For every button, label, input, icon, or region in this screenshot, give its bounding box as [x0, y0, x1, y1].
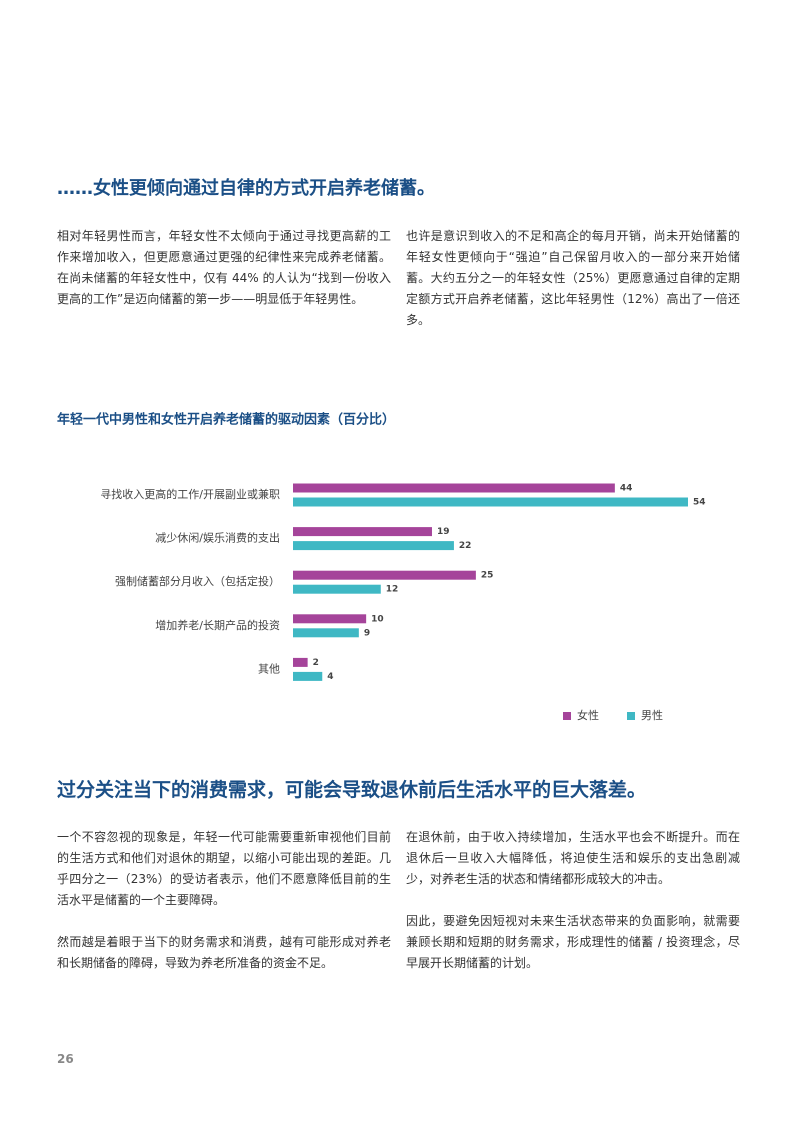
bar [293, 657, 308, 667]
bar [293, 614, 367, 624]
column: 也许是意识到收入的不足和高企的每月开销，尚未开始储蓄的年轻女性更倾向于“强迫”自… [406, 226, 740, 352]
page-number: 26 [57, 1052, 74, 1066]
value-label: 54 [693, 498, 706, 508]
value-label: 9 [364, 628, 370, 638]
category-label: 其他 [258, 662, 280, 675]
paragraph: 也许是意识到收入的不足和高企的每月开销，尚未开始储蓄的年轻女性更倾向于“强迫”自… [406, 229, 740, 327]
value-label: 12 [386, 585, 399, 595]
column: 相对年轻男性而言，年轻女性不太倾向于通过寻找更高薪的工作来增加收入，但更愿意通过… [57, 226, 391, 331]
value-label: 22 [459, 541, 472, 551]
column: 在退休前，由于收入持续增加，生活水平也会不断提升。而在退休后一旦收入大幅降低，将… [406, 827, 740, 995]
legend-swatch [563, 712, 571, 720]
bar [293, 584, 381, 594]
bar [293, 671, 323, 681]
value-label: 44 [620, 484, 633, 494]
paragraph: 然而越是着眼于当下的财务需求和消费，越有可能形成对养老和长期储备的障碍，导致为养… [57, 935, 391, 970]
bar [293, 628, 359, 638]
paragraph: 因此，要避免因短视对未来生活状态带来的负面影响，就需要兼顾长期和短期的财务需求，… [406, 914, 740, 970]
legend-swatch [627, 712, 635, 720]
value-label: 10 [371, 614, 384, 624]
paragraph: 在退休前，由于收入持续增加，生活水平也会不断提升。而在退休后一旦收入大幅降低，将… [406, 830, 740, 886]
value-label: 4 [327, 672, 333, 682]
legend-label: 女性 [577, 708, 599, 722]
chart: 年轻一代中男性和女性开启养老储蓄的驱动因素（百分比） 寻找收入更高的工作/开展副… [57, 412, 706, 723]
value-label: 2 [313, 658, 319, 668]
bar [293, 541, 454, 551]
column: 一个不容忽视的现象是，年轻一代可能需要重新审视他们目前的生活方式和他们对退休的期… [57, 827, 391, 995]
paragraph: 一个不容忽视的现象是，年轻一代可能需要重新审视他们目前的生活方式和他们对退休的期… [57, 830, 391, 907]
category-label: 强制储蓄部分月收入（包括定投） [115, 574, 280, 588]
value-label: 25 [481, 571, 494, 581]
category-label: 增加养老/长期产品的投资 [155, 618, 280, 632]
bar [293, 570, 476, 580]
category-label: 减少休闲/娱乐消费的支出 [155, 531, 280, 545]
value-label: 19 [437, 527, 450, 537]
category-label: 寻找收入更高的工作/开展副业或兼职 [100, 487, 280, 501]
bar [293, 497, 688, 507]
paragraph: 相对年轻男性而言，年轻女性不太倾向于通过寻找更高薪的工作来增加收入，但更愿意通过… [57, 229, 391, 306]
bar [293, 527, 432, 537]
legend-label: 男性 [641, 708, 663, 722]
heading: ……女性更倾向通过自律的方式开启养老储蓄。 [57, 178, 435, 199]
bar [293, 483, 615, 493]
heading: 过分关注当下的消费需求，可能会导致退休前后生活水平的巨大落差。 [57, 779, 647, 801]
chart-title: 年轻一代中男性和女性开启养老储蓄的驱动因素（百分比） [57, 412, 395, 428]
